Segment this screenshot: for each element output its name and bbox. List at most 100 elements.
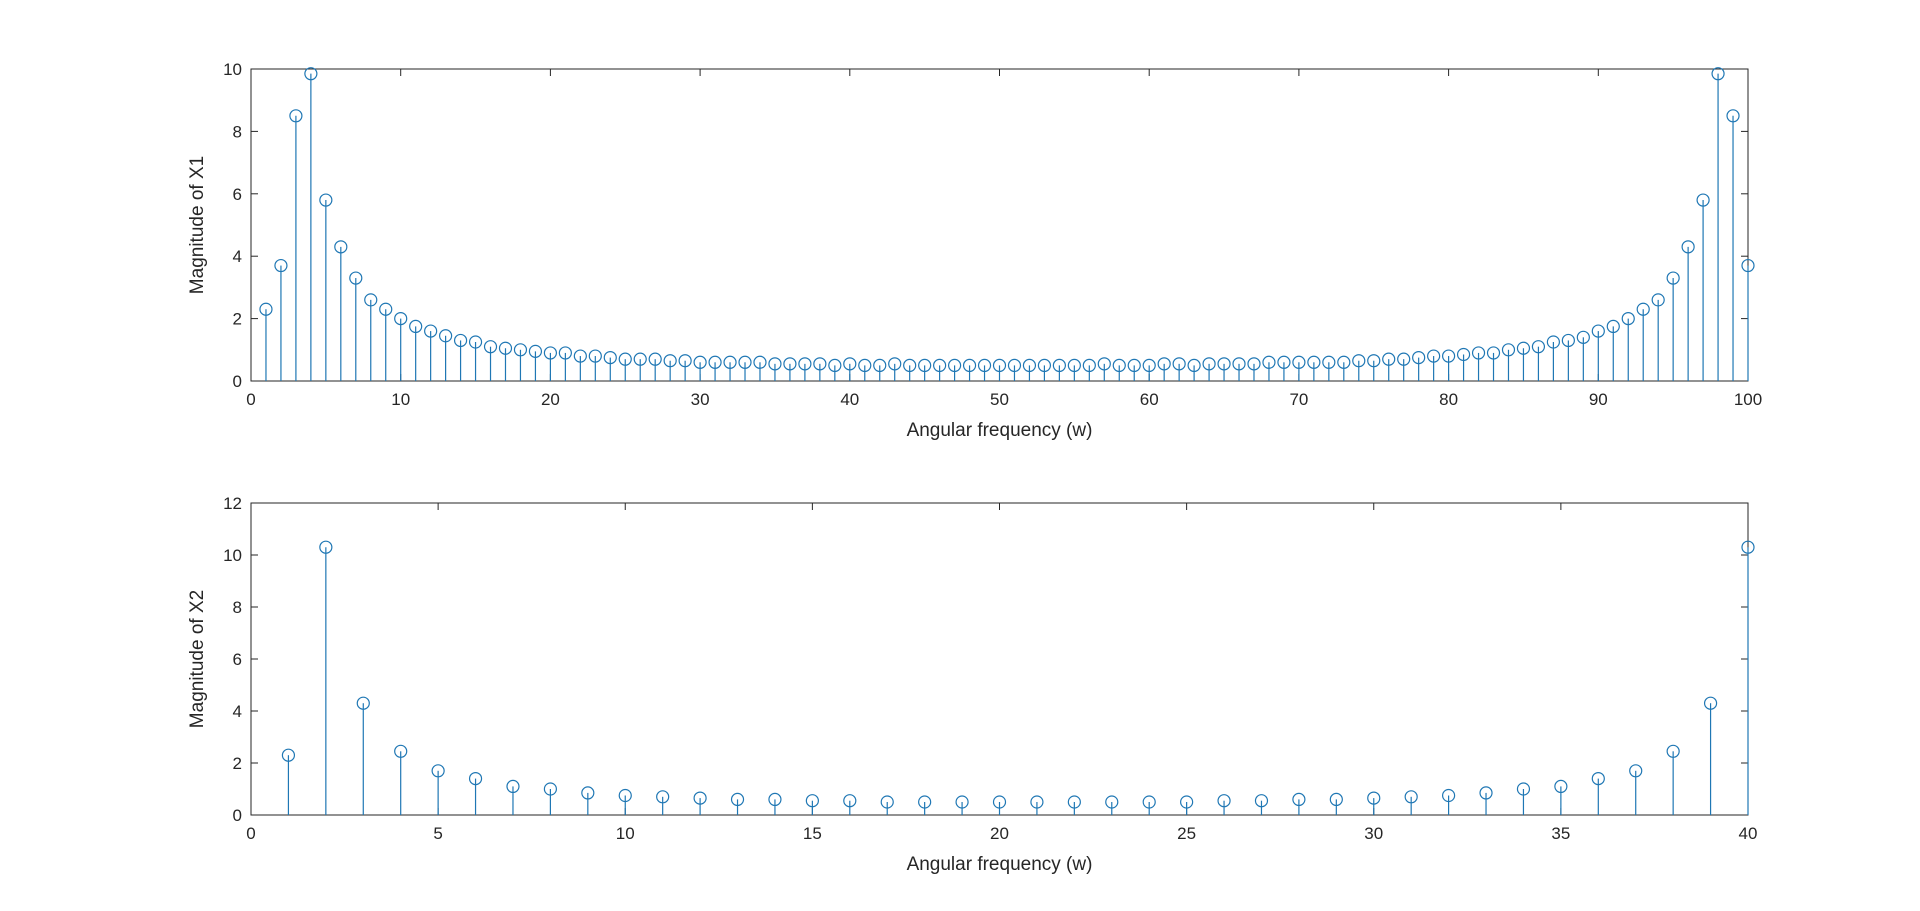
stem-marker <box>1382 352 1396 366</box>
stem-marker <box>738 355 752 369</box>
x-tick-label: 10 <box>391 390 410 409</box>
stem-marker <box>1262 355 1276 369</box>
stem-marker <box>334 240 348 254</box>
stem-marker <box>1127 358 1141 372</box>
stem-marker <box>1726 109 1740 123</box>
stem-marker <box>1397 352 1411 366</box>
stem-marker <box>431 764 445 778</box>
stem-marker <box>723 355 737 369</box>
stem-marker <box>543 346 558 360</box>
stem-marker <box>573 349 587 363</box>
y-axis-label: Magnitude of X2 <box>187 590 208 728</box>
stem-marker <box>962 358 977 372</box>
stem-marker <box>768 792 782 807</box>
stem-marker <box>394 312 408 326</box>
stem-marker <box>1651 293 1665 307</box>
stem-marker <box>1007 358 1022 372</box>
stem-marker <box>1441 349 1456 363</box>
stem-marker <box>528 344 543 358</box>
y-tick-label: 4 <box>233 247 242 266</box>
stem-marker <box>1412 351 1426 365</box>
x-axis-label: Angular frequency (w) <box>907 420 1093 441</box>
stem-marker <box>1277 355 1291 369</box>
stem-marker <box>977 358 992 372</box>
stem-marker <box>618 352 632 366</box>
y-tick-label: 8 <box>233 122 242 141</box>
x-tick-label: 70 <box>1289 390 1308 409</box>
y-tick-label: 10 <box>223 546 242 565</box>
stem-marker <box>753 355 767 369</box>
stem-marker <box>1052 358 1066 372</box>
y-tick-label: 0 <box>233 806 242 825</box>
stem-marker <box>1681 240 1695 254</box>
stem-marker <box>1307 355 1321 369</box>
stem-marker <box>319 540 333 554</box>
x-tick-label: 0 <box>246 390 255 409</box>
stem-marker <box>730 792 745 807</box>
stem-marker <box>1322 355 1336 369</box>
stem-marker <box>453 333 468 348</box>
stem-marker <box>903 358 917 372</box>
y-tick-label: 2 <box>233 754 242 773</box>
stem-marker <box>1471 346 1486 360</box>
stem-marker <box>1666 271 1680 285</box>
stem-marker <box>483 340 498 354</box>
stem-marker <box>873 358 887 372</box>
stem-marker <box>1516 341 1531 355</box>
top-stem-plot: 0 10 20 30 40 50 60 70 80 90 100 0 2 4 6 8 10 Angular fre… <box>187 60 1762 441</box>
x-tick-label: 30 <box>691 390 710 409</box>
x-axis-label: Angular frequency (w) <box>907 854 1093 875</box>
axes-frame <box>250 68 1749 382</box>
stem-marker <box>319 193 333 207</box>
stem-marker <box>1621 312 1635 326</box>
x-tick-label: 5 <box>433 824 442 843</box>
stem-marker <box>1666 744 1680 758</box>
stem-marker <box>468 335 483 349</box>
stem-marker <box>648 352 662 366</box>
stem-marker <box>379 302 393 316</box>
stem-marker <box>1037 358 1052 372</box>
stem-marker <box>1591 324 1605 338</box>
x-tick-label: 40 <box>1739 824 1758 843</box>
stem-marker <box>1456 347 1471 362</box>
stem-marker <box>1441 788 1456 803</box>
y-tick-label: 4 <box>233 702 242 721</box>
stem-marker <box>955 795 969 809</box>
stem-marker <box>1187 358 1201 372</box>
stem-marker <box>858 358 872 372</box>
stem-marker <box>349 271 363 285</box>
stem-marker <box>1591 771 1605 786</box>
stem-marker <box>281 748 296 762</box>
x-tick-label: 20 <box>541 390 560 409</box>
stem-marker <box>1606 319 1620 333</box>
stem-marker <box>289 109 303 123</box>
stem-marker <box>798 357 812 371</box>
stem-marker <box>1172 357 1186 371</box>
stem-marker <box>1217 794 1231 808</box>
stem-marker <box>1337 355 1351 369</box>
stem-marker <box>409 319 423 333</box>
stem-marker <box>992 358 1007 372</box>
stem-marker <box>581 786 595 800</box>
stem-marker <box>394 744 408 758</box>
stem-marker <box>1202 357 1216 371</box>
stem-marker <box>663 354 677 368</box>
stem-marker <box>843 794 857 808</box>
stem-marker <box>1217 357 1231 371</box>
x-tick-label: 0 <box>246 824 255 843</box>
stem-marker <box>880 795 894 809</box>
stem-marker <box>1404 790 1418 804</box>
stem-marker <box>1022 358 1037 372</box>
x-tick-label: 25 <box>1177 824 1196 843</box>
stem-marker <box>364 293 378 307</box>
stem-marker <box>1636 302 1650 316</box>
x-tick-label: 15 <box>803 824 822 843</box>
stem-marker <box>1112 358 1126 372</box>
stem-marker <box>1097 357 1111 371</box>
stem-marker <box>768 357 782 371</box>
stem-marker <box>259 302 273 316</box>
stem-marker <box>678 354 692 368</box>
stem-marker <box>274 258 288 273</box>
stem-marker <box>439 329 453 343</box>
x-tick-label: 50 <box>990 390 1009 409</box>
